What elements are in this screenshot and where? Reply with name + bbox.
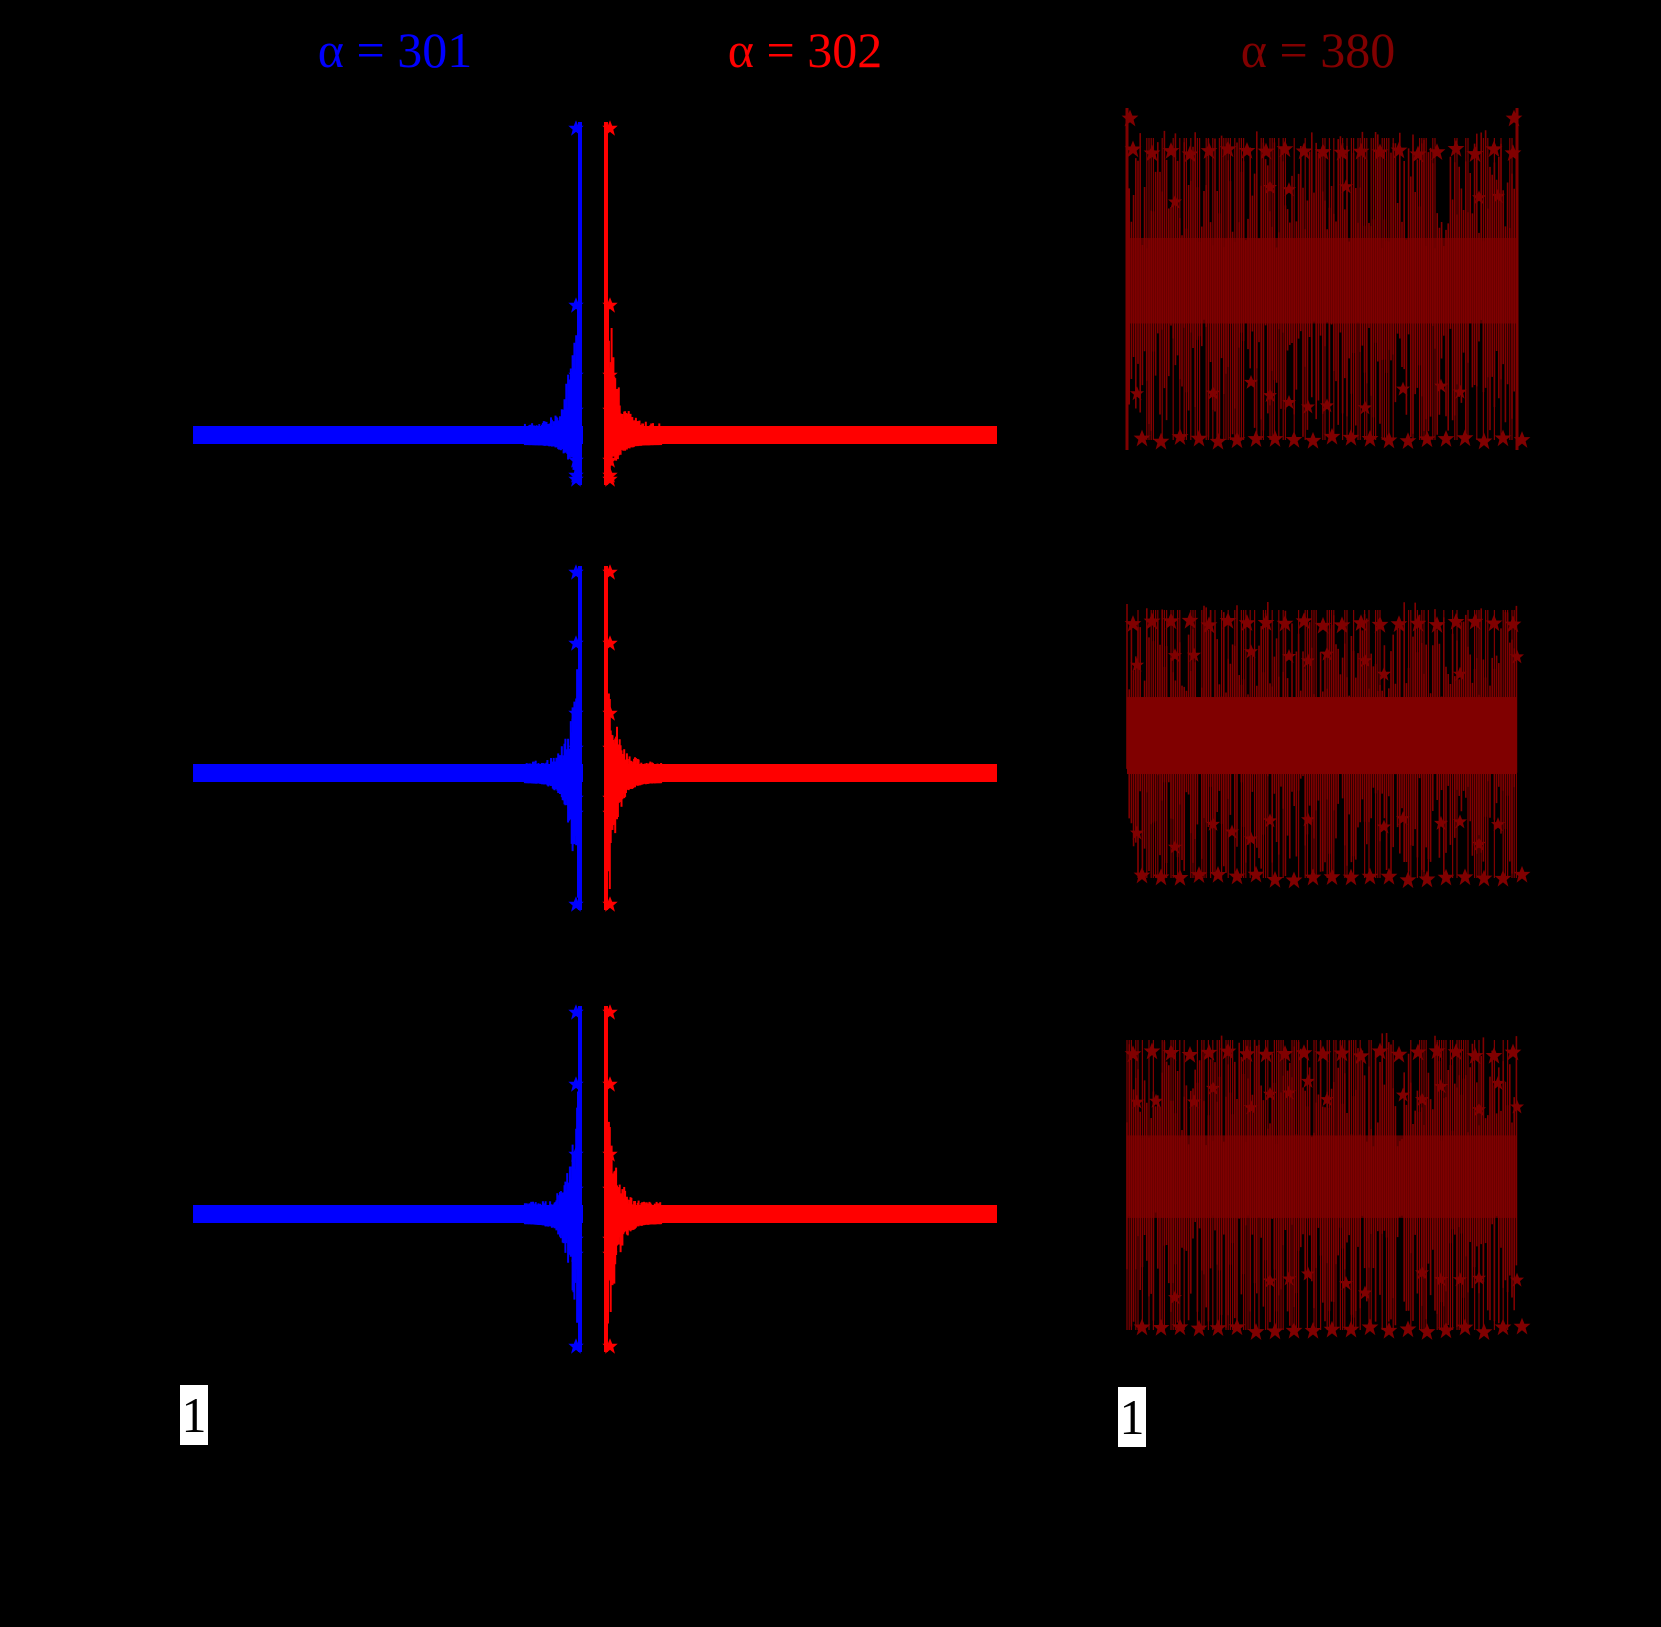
extended-row-1	[1121, 108, 1531, 450]
localized-panels	[193, 120, 997, 1354]
localized-row-2	[193, 564, 997, 912]
localized-row-3	[193, 1004, 997, 1354]
extended-panels	[1121, 108, 1531, 1341]
title-alpha-302: α = 302	[727, 22, 883, 78]
extended-row-3	[1124, 1033, 1531, 1341]
x-tick-label-left: 1	[180, 1385, 208, 1445]
extended-row-2	[1124, 602, 1531, 889]
localized-row-1	[193, 120, 997, 487]
x-tick-label-right: 1	[1118, 1387, 1146, 1447]
title-alpha-380: α = 380	[1240, 22, 1396, 78]
title-alpha-301: α = 301	[317, 22, 473, 78]
